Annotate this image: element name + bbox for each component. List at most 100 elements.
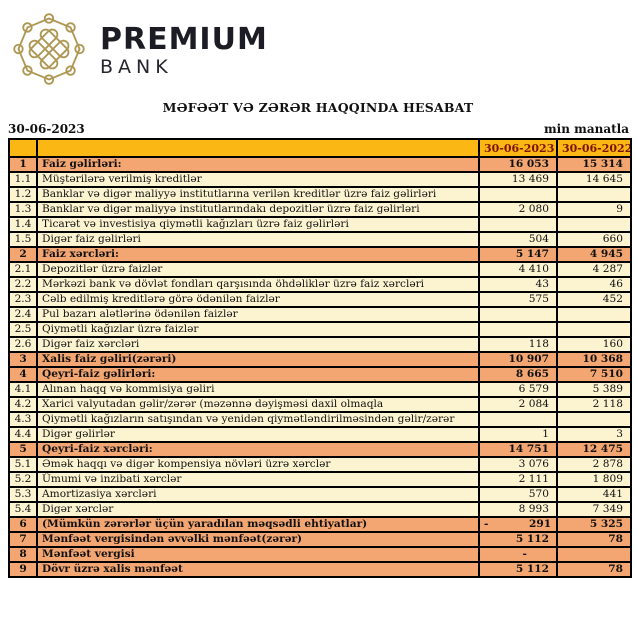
table-row: 8 Mənfəət vergisi - [8,546,632,563]
value-2022: 12 475 [556,441,632,458]
brand-subname: BANK [100,56,173,78]
table-row: 6 (Mümkün zərərlər üçün yaradılan məqsədl… [8,516,632,533]
value-2022: 2 118 [556,396,632,413]
value-2023: 14 751 [478,441,558,458]
header-description-cell [36,138,480,158]
row-number: 2.5 [8,321,38,338]
row-number: 2.4 [8,306,38,323]
value-2022: 46 [556,276,632,293]
table-row: 3 Xalis faiz gəliri(zərəri) 10 907 10 368 [8,351,632,368]
brand-wordmark: PREMIUM BANK [100,25,268,77]
row-label: Alınan haqq və kommisiya gəliri [36,381,480,398]
report-meta: 30-06-2023 min manatla [8,122,629,136]
row-number: 2.3 [8,291,38,308]
row-label: Amortizasiya xərcləri [36,486,480,503]
value-2022: 4 945 [556,246,632,263]
row-label: Pul bazarı alətlərinə ödənilən faizlər [36,306,480,323]
value-2023: 10 907 [478,351,558,368]
value-2022 [556,546,632,563]
row-label: Banklar və digər maliyyə institutlarında… [36,201,480,218]
value-2022 [556,321,632,338]
table-body: 1 Faiz gəlirləri: 16 053 15 314 1.1 Müştərilə… [8,156,632,578]
value-2023: 13 469 [478,171,558,188]
value-2022: 10 368 [556,351,632,368]
value-2022: 5 389 [556,381,632,398]
report-unit: min manatla [543,122,629,136]
value-2022: 160 [556,336,632,353]
row-label: Qiymətli kağızlar üzrə faizlər [36,321,480,338]
row-number: 4 [8,366,38,383]
value-2022: 3 [556,426,632,443]
value-2022 [556,186,632,203]
value-2023: 1 [478,426,558,443]
row-number: 3 [8,351,38,368]
table-row: 2.2 Mərkəzi bank və dövlət fondları qarşı… [8,276,632,293]
value-2023: - 291 [478,516,558,533]
row-number: 5.3 [8,486,38,503]
row-label: Digər faiz xərcləri [36,336,480,353]
table-row: 2 Faiz xərcləri: 5 147 4 945 [8,246,632,263]
row-label: Xalis faiz gəliri(zərəri) [36,351,480,368]
value-2023: 5 112 [478,561,558,578]
value-2023: 6 579 [478,381,558,398]
row-label: Qiymətli kağızların satışından və yenidə… [36,411,480,428]
row-label: Banklar və digər maliyyə institutlarına … [36,186,480,203]
row-label: Dövr üzrə xalis mənfəət [36,561,480,578]
report-title: MƏFƏƏT VƏ ZƏRƏR HAQQINDA HESABAT [162,100,474,115]
row-label: Xarici valyutadan gəlir/zərər (məzənnə d… [36,396,480,413]
value-2022 [556,306,632,323]
row-number: 9 [8,561,38,578]
value-2023: 2 080 [478,201,558,218]
value-2023 [478,186,558,203]
value-2022: 5 325 [556,516,632,533]
table-row: 5.1 Əmək haqqı və digər kompensiya növlər… [8,456,632,473]
table-row: 5 Qeyri-faiz xərcləri: 14 751 12 475 [8,441,632,458]
row-number: 5.1 [8,456,38,473]
row-number: 1.5 [8,231,38,248]
row-number: 5.2 [8,471,38,488]
table-row: 1.5 Digər faiz gəlirləri 504 660 [8,231,632,248]
value-2023: 118 [478,336,558,353]
row-number: 8 [8,546,38,563]
value-2022: 4 287 [556,261,632,278]
table-header-row: 30-06-2023 30-06-2022 [8,138,632,158]
table-row: 1.2 Banklar və digər maliyyə institutları… [8,186,632,203]
table-row: 4.3 Qiymətli kağızların satışından və yen… [8,411,632,428]
row-number: 1.2 [8,186,38,203]
value-2022: 452 [556,291,632,308]
value-2023 [478,216,558,233]
header-col-2022: 30-06-2022 [556,138,632,158]
row-label: Mənfəət vergisi [36,546,480,563]
row-label: Faiz gəlirləri: [36,156,480,173]
value-2022: 14 645 [556,171,632,188]
premium-bank-knot-logo-icon [12,12,86,90]
row-number: 6 [8,516,38,533]
row-number: 4.4 [8,426,38,443]
value-2023: 16 053 [478,156,558,173]
table-row: 1.1 Müştərilərə verilmiş kreditlər 13 469 1… [8,171,632,188]
row-label: Digər faiz gəlirləri [36,231,480,248]
row-label: Depozitlər üzrə faizlər [36,261,480,278]
table-row: 7 Mənfəət vergisindən əvvəlki mənfəət(zər… [8,531,632,548]
value-2023: 3 076 [478,456,558,473]
value-2022: 1 809 [556,471,632,488]
row-number: 2.2 [8,276,38,293]
row-number: 1 [8,156,38,173]
table-row: 2.4 Pul bazarı alətlərinə ödənilən faizlə… [8,306,632,323]
value-2023: 504 [478,231,558,248]
brand-header: PREMIUM BANK [0,0,636,92]
value-2023: 8 665 [478,366,558,383]
value-2022: 2 878 [556,456,632,473]
row-number: 1.1 [8,171,38,188]
value-2023: 4 410 [478,261,558,278]
value-2023: 575 [478,291,558,308]
value-2022: 78 [556,531,632,548]
row-label: Əmək haqqı və digər kompensiya növləri ü… [36,456,480,473]
table-row: 1 Faiz gəlirləri: 16 053 15 314 [8,156,632,173]
value-2023: 8 993 [478,501,558,518]
value-2022: 441 [556,486,632,503]
value-2022 [556,411,632,428]
table-row: 5.2 Ümumi və inzibati xərclər 2 111 1 809 [8,471,632,488]
value-2022: 78 [556,561,632,578]
row-label: Qeyri-faiz xərcləri: [36,441,480,458]
